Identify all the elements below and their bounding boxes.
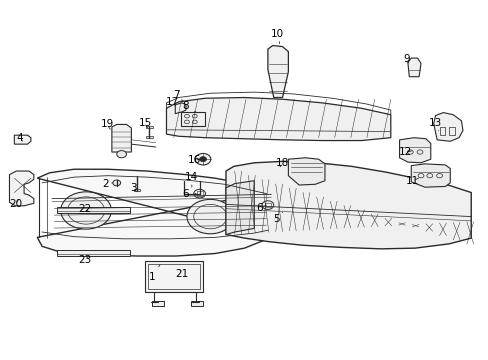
Circle shape — [61, 192, 111, 229]
Bar — [148, 264, 199, 289]
Text: 21: 21 — [175, 269, 188, 279]
Text: 5: 5 — [272, 212, 282, 224]
Text: 12: 12 — [398, 147, 411, 157]
Text: 16: 16 — [188, 155, 201, 165]
Bar — [439, 127, 445, 135]
Text: 14: 14 — [185, 172, 198, 187]
Text: 23: 23 — [78, 255, 91, 265]
Circle shape — [195, 153, 210, 165]
Text: 8: 8 — [183, 102, 195, 112]
Bar — [190, 301, 203, 306]
Polygon shape — [225, 181, 254, 234]
Polygon shape — [112, 125, 131, 152]
Text: 17: 17 — [165, 97, 179, 107]
Circle shape — [262, 201, 273, 210]
Polygon shape — [407, 58, 420, 77]
Bar — [264, 203, 270, 207]
Polygon shape — [9, 171, 34, 206]
Bar — [144, 261, 203, 292]
Bar — [57, 250, 130, 256]
Bar — [146, 135, 153, 138]
Bar — [448, 127, 454, 135]
Circle shape — [186, 199, 233, 234]
Polygon shape — [14, 135, 31, 144]
Polygon shape — [433, 113, 462, 141]
Bar — [152, 301, 163, 306]
Circle shape — [193, 189, 205, 198]
Polygon shape — [399, 138, 430, 163]
Text: 4: 4 — [17, 133, 23, 143]
Bar — [196, 192, 202, 196]
Text: 20: 20 — [9, 199, 22, 210]
Bar — [146, 126, 153, 128]
Polygon shape — [267, 45, 288, 98]
Text: 1: 1 — [148, 265, 160, 282]
Text: 9: 9 — [402, 54, 409, 64]
Text: 18: 18 — [275, 158, 288, 168]
Polygon shape — [288, 158, 325, 185]
Text: 10: 10 — [270, 29, 284, 44]
Text: 6: 6 — [255, 203, 266, 213]
Bar — [57, 207, 130, 213]
Polygon shape — [37, 169, 271, 256]
Polygon shape — [166, 98, 390, 140]
Text: 19: 19 — [100, 120, 113, 129]
Text: 7: 7 — [173, 90, 183, 101]
Text: 3: 3 — [130, 183, 136, 193]
Text: 11: 11 — [405, 176, 419, 186]
Polygon shape — [225, 161, 470, 249]
Text: 15: 15 — [138, 118, 151, 128]
Bar — [134, 189, 140, 192]
Text: 13: 13 — [428, 118, 441, 131]
Circle shape — [199, 157, 206, 162]
Text: 2: 2 — [102, 179, 113, 189]
Circle shape — [113, 180, 121, 186]
Text: 6: 6 — [183, 189, 196, 199]
Bar — [181, 112, 204, 126]
Circle shape — [117, 150, 126, 158]
Text: 22: 22 — [78, 204, 91, 214]
Polygon shape — [410, 164, 449, 187]
